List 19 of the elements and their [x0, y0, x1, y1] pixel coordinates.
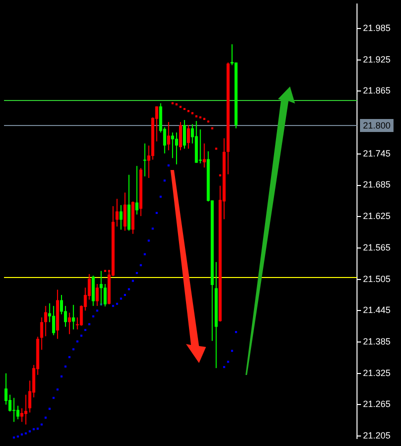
y-tick-label: 21.625 [363, 211, 391, 222]
y-tick-label: 21.565 [363, 242, 391, 252]
y-tick-label: 21.445 [363, 305, 391, 316]
y-tick-label: 21.985 [363, 23, 391, 34]
ref-line-label: 21.800 [363, 120, 391, 130]
y-tick-label: 21.325 [363, 368, 391, 378]
y-tick-label: 21.385 [363, 336, 391, 346]
candlestick [24, 394, 28, 424]
y-tick-label: 21.865 [363, 86, 391, 96]
y-tick-label: 21.745 [363, 148, 391, 158]
y-tick-label: 21.925 [363, 54, 391, 64]
y-tick-label: 21.265 [363, 399, 391, 410]
y-tick-label: 21.505 [363, 274, 391, 284]
point [64, 365, 67, 368]
candlestick [143, 143, 146, 176]
y-tick-label: 21.205 [363, 430, 391, 440]
candlestick [198, 129, 202, 164]
y-tick-label: 21.685 [363, 180, 391, 190]
candlestick [12, 398, 16, 422]
